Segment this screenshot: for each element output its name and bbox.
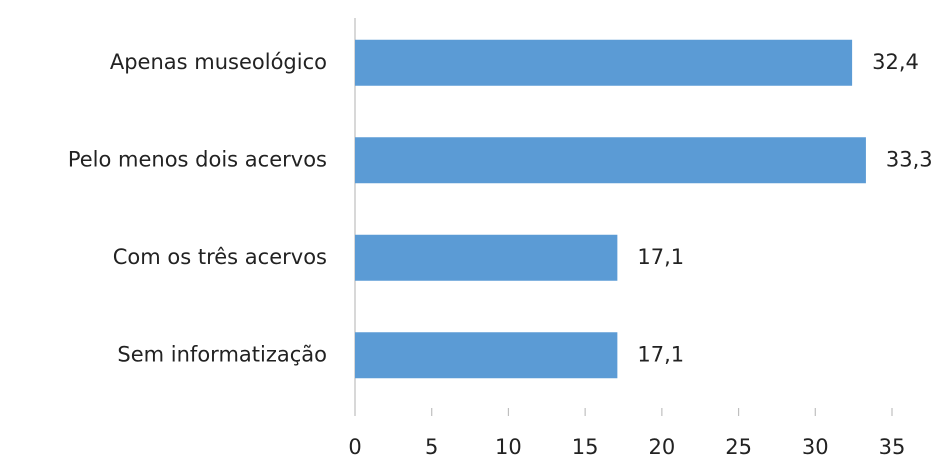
y-tick-label: Sem informatização <box>117 342 327 366</box>
x-tick-label: 35 <box>879 435 906 459</box>
value-label: 33,3 <box>886 147 932 171</box>
value-label: 17,1 <box>637 342 684 366</box>
value-label: 32,4 <box>872 50 919 74</box>
x-tick-label: 5 <box>425 435 438 459</box>
y-tick-label: Com os três acervos <box>113 245 327 269</box>
x-tick-label: 0 <box>348 435 361 459</box>
bar <box>355 137 866 184</box>
value-label: 17,1 <box>637 245 684 269</box>
bar <box>355 39 853 86</box>
x-tick-label: 10 <box>495 435 522 459</box>
x-tick-label: 25 <box>725 435 752 459</box>
bar <box>355 234 618 281</box>
x-tick-label: 20 <box>648 435 675 459</box>
y-tick-label: Pelo menos dois acervos <box>68 147 327 171</box>
bar <box>355 332 618 379</box>
x-tick-label: 30 <box>802 435 829 459</box>
y-tick-label: Apenas museológico <box>110 50 327 74</box>
x-tick-label: 15 <box>572 435 599 459</box>
